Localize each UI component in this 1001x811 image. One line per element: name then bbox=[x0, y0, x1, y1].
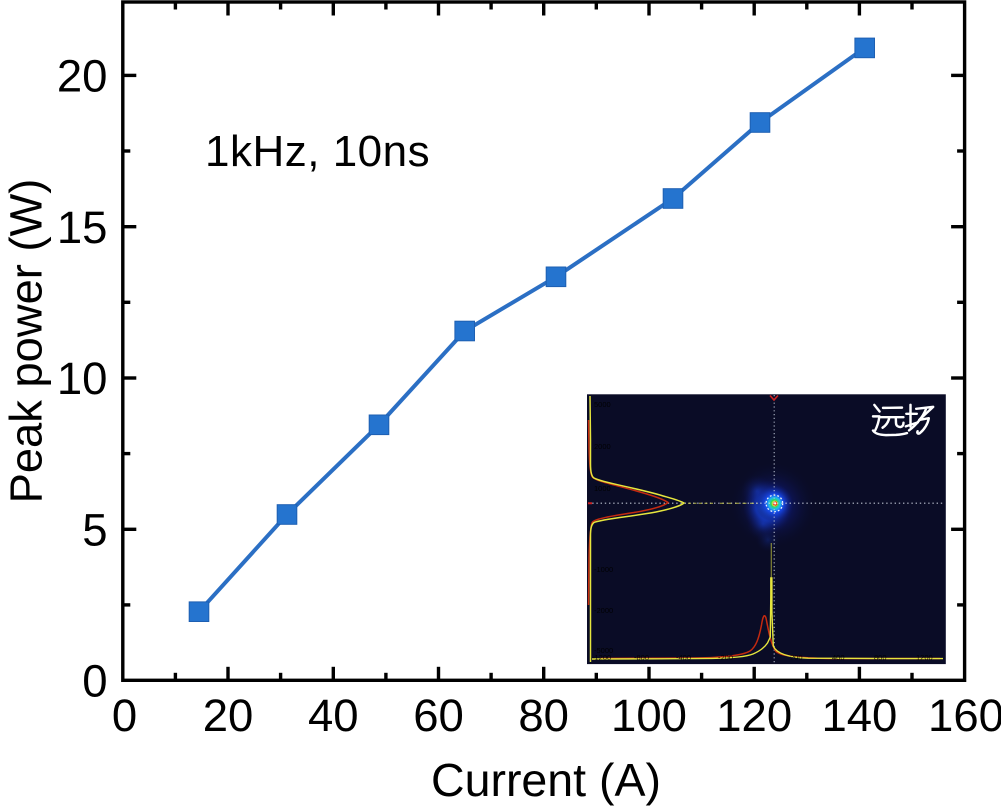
svg-text:2000: 2000 bbox=[594, 442, 611, 451]
svg-text:-800: -800 bbox=[634, 653, 649, 662]
svg-text:5000: 5000 bbox=[594, 400, 611, 409]
svg-text:Peak power (W): Peak power (W) bbox=[0, 179, 51, 504]
svg-text:0: 0 bbox=[82, 656, 107, 707]
svg-text:1200: 1200 bbox=[916, 653, 933, 662]
svg-text:80: 80 bbox=[518, 690, 569, 741]
svg-text:20: 20 bbox=[57, 51, 108, 102]
svg-text:-5000: -5000 bbox=[594, 646, 613, 655]
svg-text:140: 140 bbox=[821, 690, 897, 741]
svg-text:Current (A): Current (A) bbox=[431, 754, 661, 806]
svg-text:20: 20 bbox=[203, 690, 254, 741]
svg-text:120: 120 bbox=[716, 690, 792, 741]
svg-text:200: 200 bbox=[790, 653, 803, 662]
svg-text:15: 15 bbox=[57, 202, 108, 253]
svg-text:400: 400 bbox=[832, 653, 845, 662]
svg-text:1kHz, 10ns: 1kHz, 10ns bbox=[205, 127, 430, 176]
svg-text:100: 100 bbox=[611, 690, 687, 741]
svg-text:60: 60 bbox=[413, 690, 464, 741]
svg-text:0: 0 bbox=[112, 690, 137, 741]
svg-text:-1000: -1000 bbox=[594, 565, 613, 574]
svg-text:-2000: -2000 bbox=[594, 606, 613, 615]
svg-text:-400: -400 bbox=[676, 653, 691, 662]
svg-text:10: 10 bbox=[57, 353, 108, 404]
svg-text:5: 5 bbox=[82, 505, 107, 556]
svg-text:1000: 1000 bbox=[594, 484, 611, 493]
svg-text:-1200: -1200 bbox=[592, 653, 611, 662]
svg-text:-200: -200 bbox=[718, 653, 733, 662]
svg-text:40: 40 bbox=[308, 690, 359, 741]
svg-text:800: 800 bbox=[874, 653, 887, 662]
svg-text:160: 160 bbox=[928, 690, 1001, 741]
